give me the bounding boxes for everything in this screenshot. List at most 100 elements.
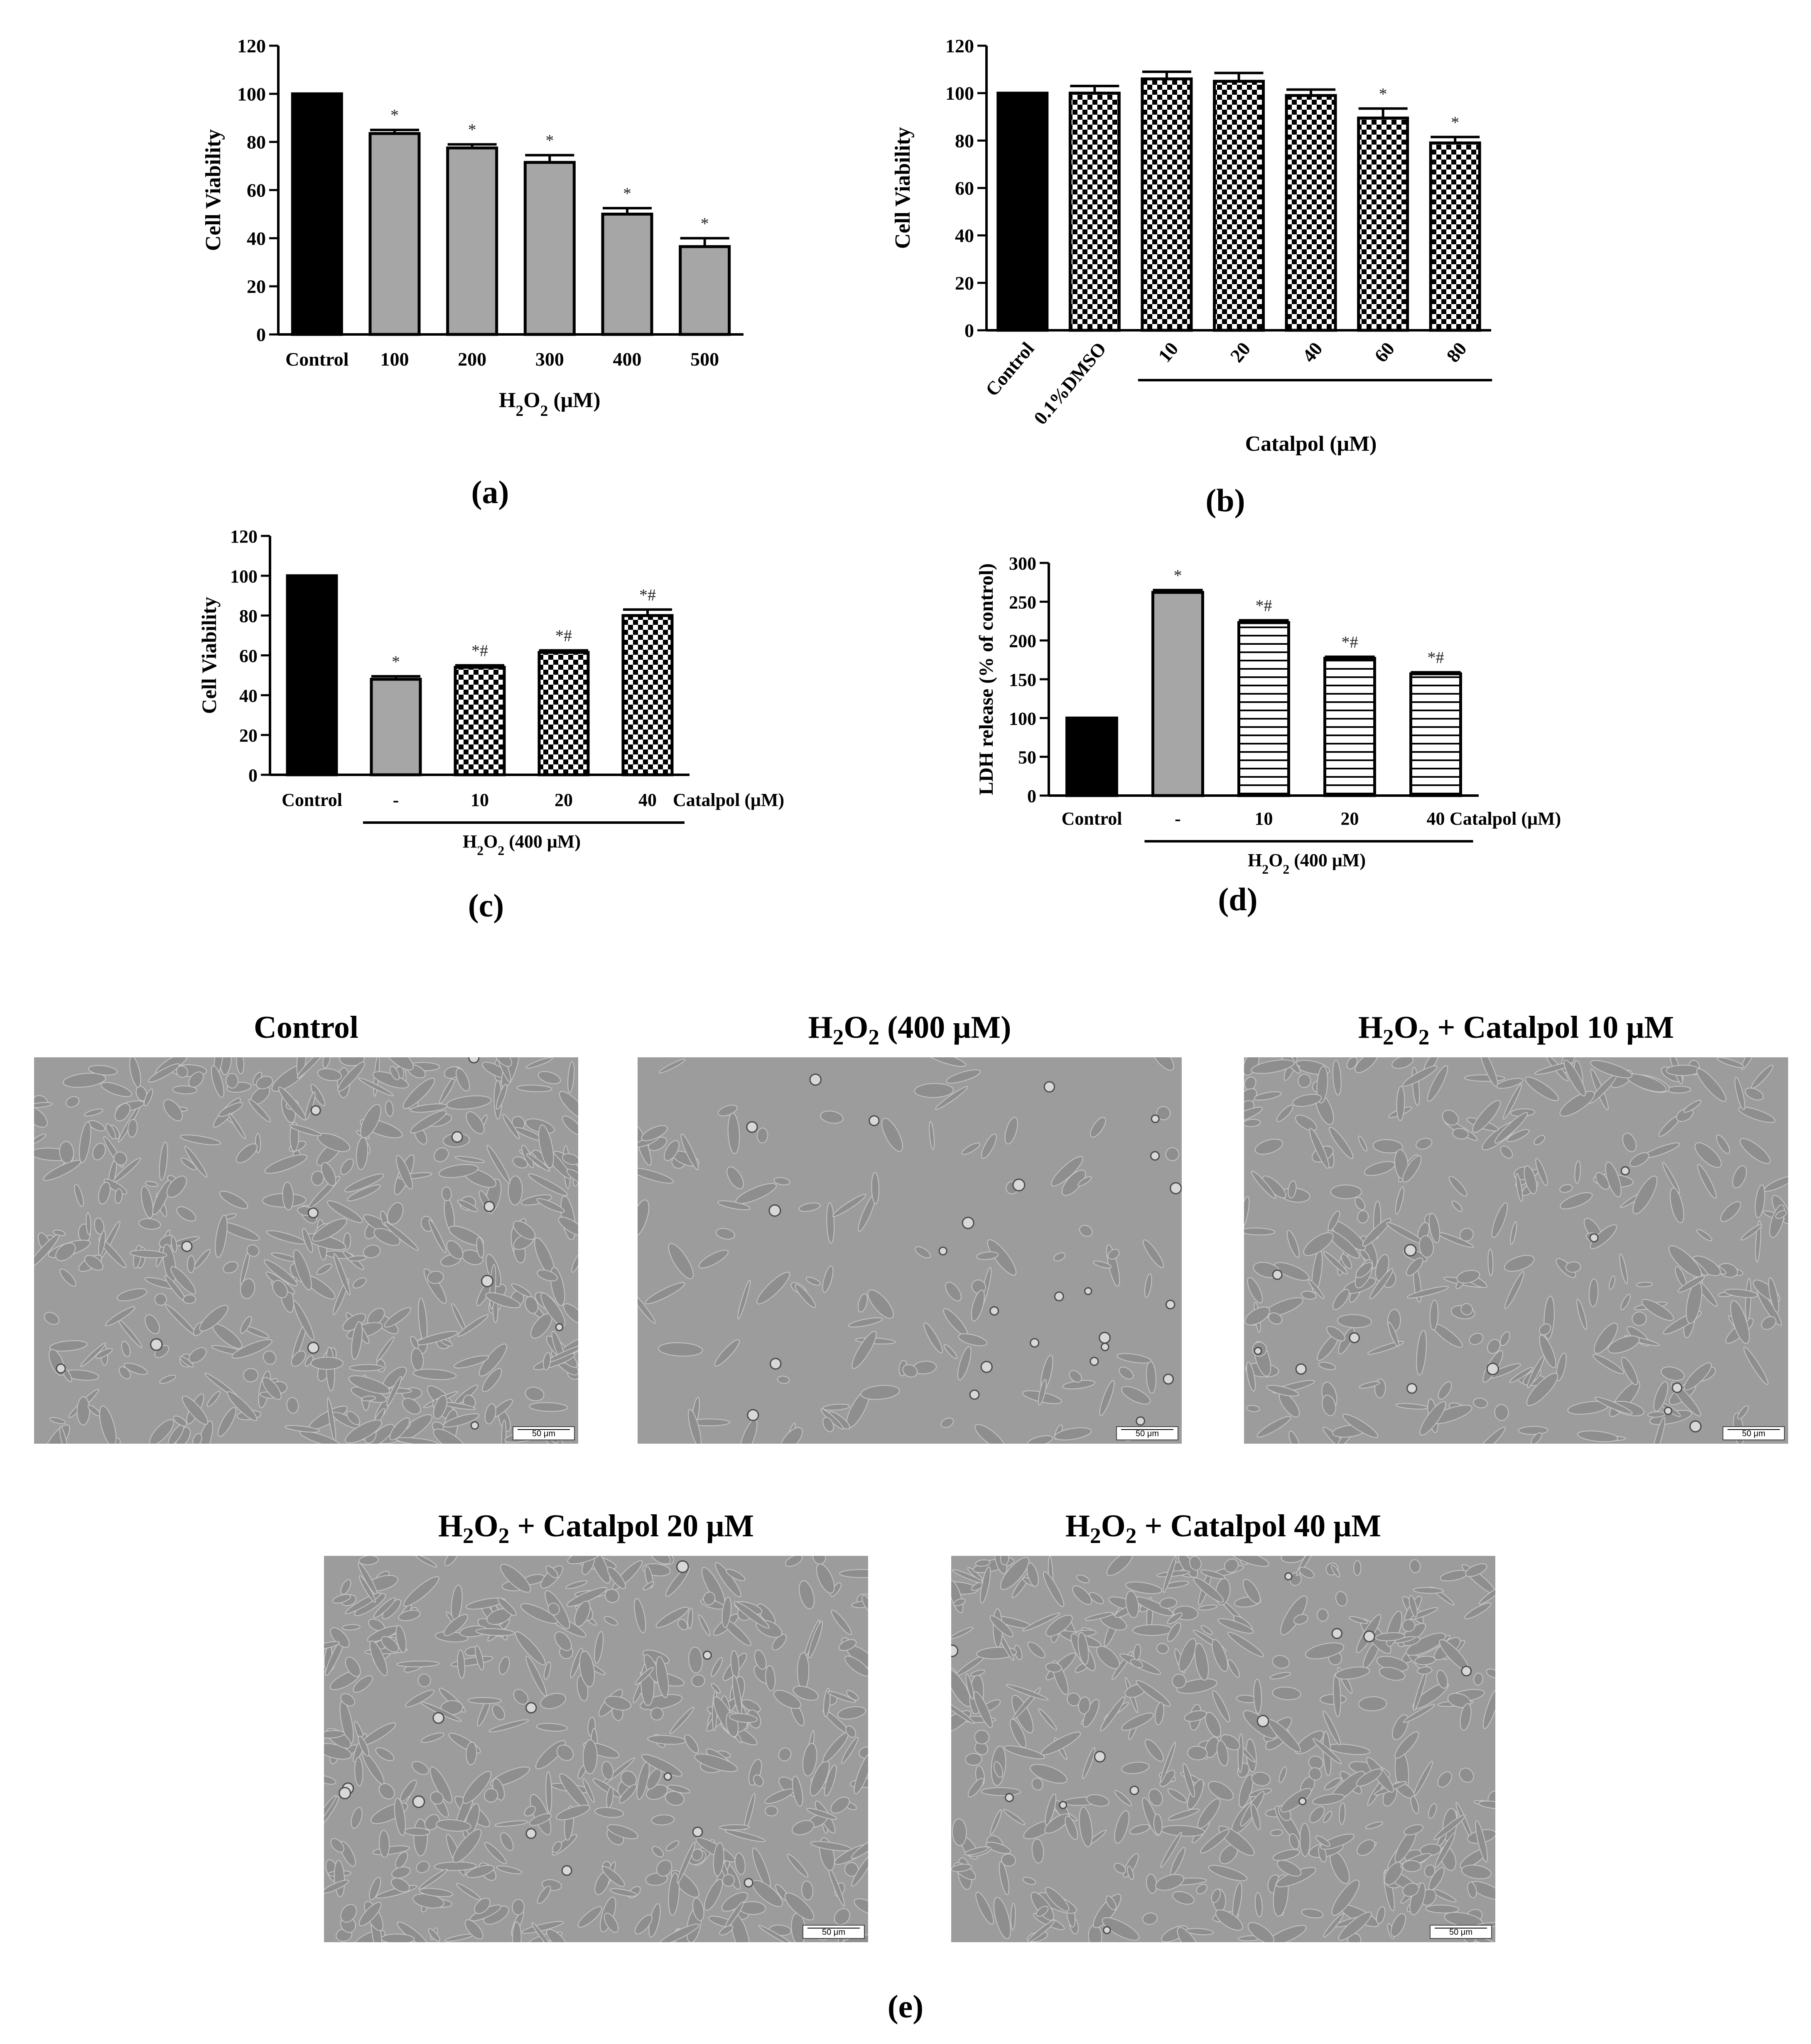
- micrograph-image: 50 μm: [324, 1556, 868, 1942]
- cell: [716, 1228, 735, 1240]
- cell: [1121, 1761, 1150, 1774]
- cell: [199, 1305, 228, 1332]
- cell: [113, 1151, 128, 1166]
- cell: [324, 1879, 349, 1894]
- cell: [714, 1339, 740, 1367]
- cell: [1402, 1065, 1438, 1087]
- cell: [1365, 1821, 1383, 1829]
- cell: [1197, 1798, 1221, 1829]
- cell: [1732, 1165, 1747, 1189]
- chart-c: 0 20 40 60 80 100 120 Cell Viability Control * - *#…: [197, 526, 784, 858]
- micrograph-image: 50 μm: [1244, 1057, 1788, 1444]
- cell: [310, 1356, 344, 1370]
- cell: [512, 1921, 522, 1942]
- cell: [1089, 1592, 1104, 1604]
- cell: [1178, 1638, 1197, 1672]
- cell: [1276, 1105, 1293, 1122]
- cell: [1211, 1889, 1221, 1903]
- panel-label-c: (c): [468, 887, 504, 924]
- cell: [1266, 1925, 1307, 1942]
- cell: [1503, 1083, 1522, 1120]
- cell: [293, 1249, 312, 1290]
- cell: [1001, 1853, 1016, 1867]
- cell: [592, 1778, 621, 1798]
- cell: [1295, 1115, 1317, 1131]
- cell: [498, 1656, 510, 1675]
- cell: [594, 1807, 624, 1818]
- cell: [1322, 1395, 1336, 1416]
- cell: [1160, 1832, 1182, 1868]
- cell: [1429, 1300, 1439, 1331]
- cell: [1775, 1210, 1787, 1219]
- cell: [62, 1073, 106, 1088]
- rounded-cell: [339, 1787, 351, 1800]
- cell: [1253, 1678, 1262, 1714]
- cell: [537, 1269, 558, 1282]
- y-axis-label: Cell Viability: [197, 597, 221, 714]
- cell: [704, 1879, 723, 1911]
- cell: [344, 1173, 384, 1193]
- rounded-cell: [1054, 1291, 1064, 1302]
- rounded-cell: [692, 1826, 703, 1838]
- cell: [340, 1904, 357, 1923]
- cell: [951, 1700, 975, 1724]
- cell: [1419, 1401, 1446, 1436]
- rounded-cell: [702, 1651, 712, 1660]
- cell: [322, 1057, 331, 1069]
- cell: [1406, 1257, 1423, 1276]
- cell: [1428, 1213, 1440, 1243]
- cell: [231, 1339, 272, 1359]
- cell: [638, 1167, 674, 1184]
- cell: [1355, 1262, 1373, 1278]
- cell: [398, 1609, 421, 1621]
- cell: [793, 1685, 819, 1701]
- cell: [773, 1177, 790, 1186]
- cell: [810, 1841, 852, 1852]
- cell: [129, 1250, 167, 1258]
- cell: [1133, 1644, 1141, 1661]
- cell: [1323, 1811, 1332, 1823]
- bar: [679, 245, 731, 336]
- cell: [1030, 1764, 1067, 1784]
- cell: [154, 1293, 167, 1306]
- cell: [1593, 1354, 1624, 1374]
- cell: [286, 1397, 299, 1414]
- cell: [513, 1221, 536, 1240]
- cell: [951, 1669, 972, 1707]
- cell: [1168, 1808, 1200, 1821]
- cell: [282, 1182, 294, 1211]
- cell: [717, 1200, 751, 1210]
- cell: [753, 1774, 764, 1787]
- cell: [121, 1341, 131, 1357]
- cell: [512, 1899, 525, 1916]
- cell: [1353, 1560, 1362, 1576]
- cell: [369, 1877, 381, 1900]
- cell: [658, 1342, 703, 1357]
- cell: [400, 1779, 417, 1802]
- cell: [607, 1567, 626, 1589]
- rounded-cell: [1103, 1926, 1111, 1934]
- bar: [996, 91, 1049, 332]
- significance-mark: *#: [1428, 648, 1444, 667]
- cell: [1740, 1224, 1762, 1241]
- cell: [511, 1283, 532, 1297]
- cell: [860, 1385, 900, 1400]
- y-tick-label: 50: [1018, 747, 1036, 768]
- cell: [427, 1270, 444, 1284]
- cell: [698, 1250, 729, 1269]
- cell: [1338, 1911, 1372, 1941]
- cell: [387, 1202, 404, 1225]
- cell: [223, 1261, 238, 1274]
- group-label: H2O2 (400 μM): [463, 831, 581, 858]
- cell: [1309, 1806, 1325, 1823]
- cell: [935, 1086, 968, 1110]
- cell: [1114, 1790, 1132, 1806]
- rounded-cell: [1090, 1356, 1099, 1366]
- cell: [574, 1601, 591, 1627]
- cell: [363, 1245, 381, 1258]
- cell: [457, 1314, 489, 1337]
- cell: [226, 1073, 239, 1089]
- cell: [1254, 1139, 1283, 1155]
- cell: [525, 1656, 547, 1697]
- rounded-cell: [1404, 1244, 1417, 1257]
